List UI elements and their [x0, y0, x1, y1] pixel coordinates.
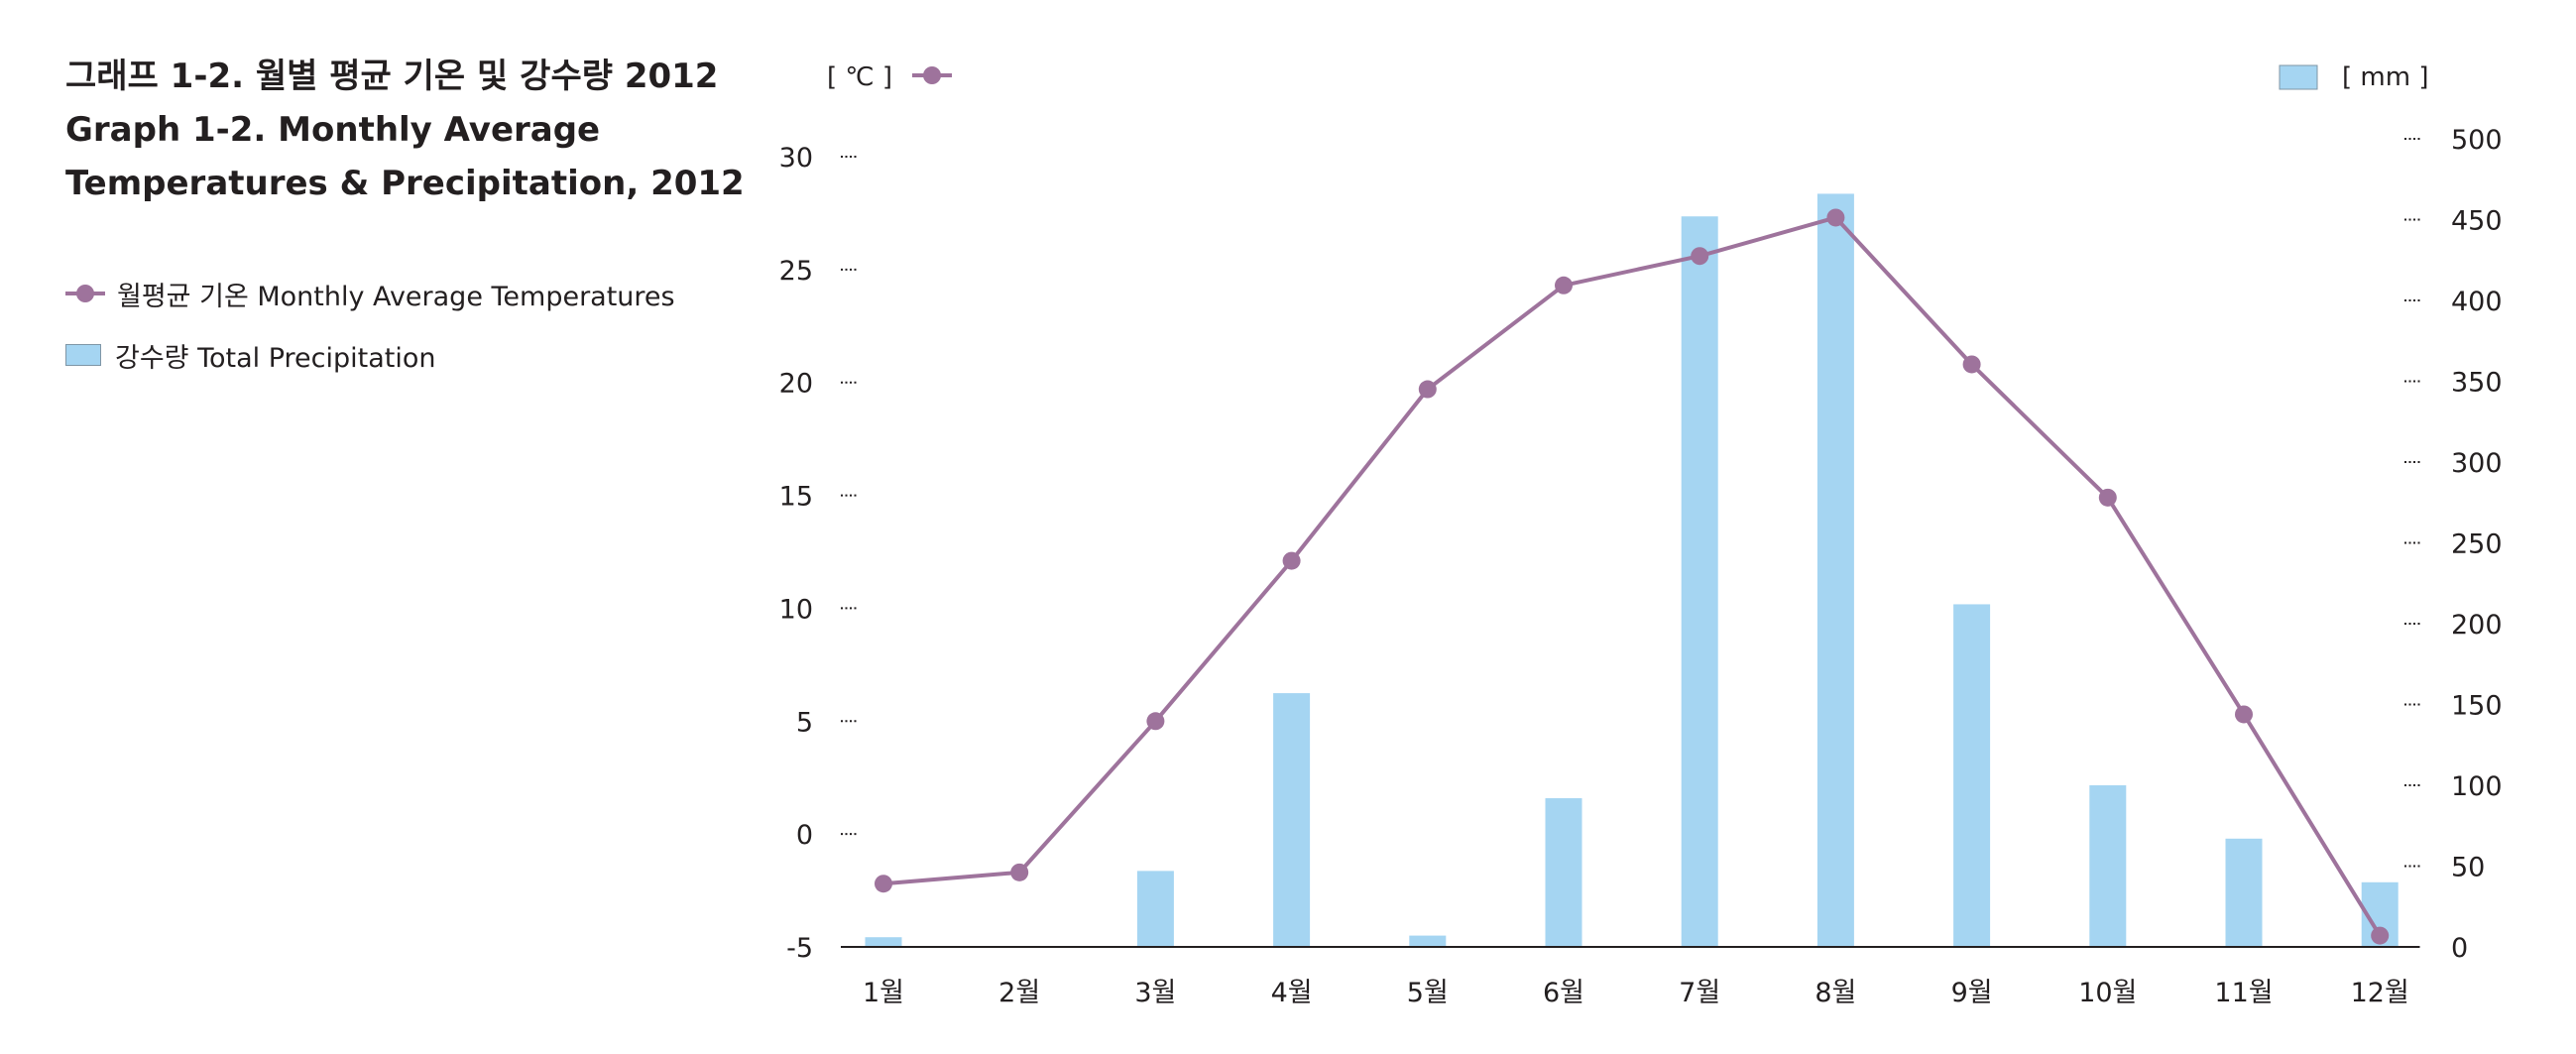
precipitation-bar	[2225, 838, 2263, 947]
right-tick-label: 400	[2451, 287, 2503, 317]
title-english-line1: Graph 1-2. Monthly Average	[65, 110, 601, 150]
right-tick-label: 150	[2451, 691, 2503, 722]
temperature-point	[1962, 355, 1981, 374]
right-tick-label: 300	[2451, 448, 2503, 479]
right-tick-label: 250	[2451, 529, 2503, 560]
temperature-point	[1555, 276, 1573, 294]
temperature-point	[1691, 247, 1709, 266]
temperature-point	[1010, 863, 1029, 881]
bar-swatch-icon	[65, 344, 101, 366]
title-korean: 그래프 1-2. 월별 평균 기온 및 강수량 2012	[65, 57, 719, 96]
temperature-point	[1826, 208, 1845, 227]
right-tick-label: 450	[2451, 206, 2503, 237]
chart-legend: 월평균 기온 Monthly Average Temperatures 강수량 …	[65, 276, 675, 399]
x-tick-label: 7월	[1679, 978, 1720, 1008]
legend-item-precipitation: 강수량 Total Precipitation	[65, 337, 675, 374]
x-tick-label: 2월	[998, 978, 1040, 1008]
x-tick-label: 9월	[1951, 978, 1993, 1008]
right-tick-label: 50	[2451, 853, 2485, 883]
precipitation-bar	[1409, 935, 1447, 947]
right-tick-label: 0	[2451, 933, 2468, 964]
x-tick-label: 6월	[1543, 978, 1584, 1008]
temperature-point	[2371, 926, 2390, 945]
precipitation-bar	[1545, 798, 1582, 947]
precipitation-bar	[2089, 785, 2127, 947]
right-tick-label: 200	[2451, 610, 2503, 641]
left-tick-label: 20	[779, 369, 813, 400]
right-axis-unit: [ mm ]	[2342, 62, 2428, 92]
precipitation-bar	[1816, 193, 1854, 948]
left-axis-unit-marker-icon	[923, 66, 941, 84]
temperature-point	[2098, 488, 2117, 507]
x-tick-label: 12월	[2351, 978, 2409, 1008]
x-tick-label: 11월	[2214, 978, 2273, 1008]
legend-label-precipitation: 강수량 Total Precipitation	[115, 342, 436, 374]
left-tick-label: 30	[779, 143, 813, 174]
x-tick-label: 10월	[2078, 978, 2137, 1008]
temperature-point	[1282, 551, 1301, 570]
temperature-point	[1146, 712, 1165, 731]
chart-title-block: 그래프 1-2. 월별 평균 기온 및 강수량 2012 Graph 1-2. …	[65, 50, 745, 210]
precipitation-bar	[1273, 693, 1311, 947]
precipitation-bar	[1953, 604, 1991, 947]
right-tick-label: 100	[2451, 771, 2503, 802]
left-tick-label: 5	[796, 707, 813, 738]
left-tick-label: 25	[779, 256, 813, 287]
temperature-point	[2235, 705, 2253, 724]
legend-label-temperature: 월평균 기온 Monthly Average Temperatures	[117, 281, 675, 312]
title-english-line2: Temperatures & Precipitation, 2012	[65, 164, 745, 203]
left-tick-label: 15	[779, 482, 813, 513]
precipitation-bar	[865, 937, 902, 947]
precipitation-bar	[1136, 871, 1174, 947]
x-tick-label: 1월	[863, 978, 904, 1008]
right-axis-unit-swatch-icon	[2279, 64, 2318, 90]
line-marker-icon	[65, 285, 105, 302]
left-axis-unit: [ ℃ ]	[827, 62, 892, 92]
right-tick-label: 500	[2451, 125, 2503, 156]
left-tick-label: 0	[796, 820, 813, 851]
temperature-line	[882, 215, 2382, 937]
x-tick-label: 5월	[1407, 978, 1449, 1008]
left-tick-label: -5	[786, 933, 813, 964]
right-tick-label: 350	[2451, 368, 2503, 399]
x-tick-label: 4월	[1271, 978, 1313, 1008]
precipitation-bar	[1681, 216, 1718, 948]
x-tick-label: 3월	[1134, 978, 1176, 1008]
x-tick-label: 8월	[1815, 978, 1856, 1008]
legend-item-temperature: 월평균 기온 Monthly Average Temperatures	[65, 276, 675, 312]
temperature-point	[875, 875, 892, 893]
temperature-point	[1418, 380, 1437, 399]
left-tick-label: 10	[779, 594, 813, 625]
